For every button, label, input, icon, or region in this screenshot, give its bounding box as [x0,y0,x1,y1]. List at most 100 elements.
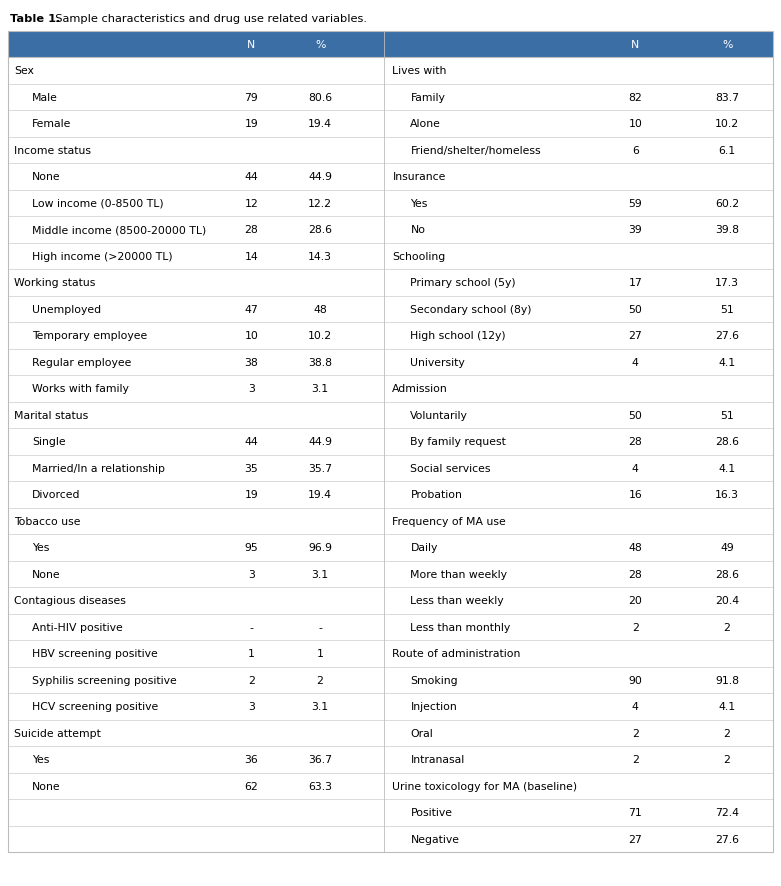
Text: Voluntarily: Voluntarily [410,410,469,420]
Bar [8,693,773,719]
Text: 44.9: 44.9 [308,172,332,182]
Text: 95: 95 [244,542,259,553]
Text: 16: 16 [629,490,642,500]
Bar [8,269,773,296]
Text: 4: 4 [632,463,639,473]
Text: 83.7: 83.7 [715,93,739,103]
Text: 1: 1 [248,649,255,658]
Text: High school (12y): High school (12y) [410,330,506,341]
Text: 3: 3 [248,569,255,579]
Text: Oral: Oral [410,728,433,738]
Text: 2: 2 [724,728,730,738]
Text: High income (>20000 TL): High income (>20000 TL) [32,252,173,261]
Text: 2: 2 [724,622,730,632]
Text: 28: 28 [629,569,642,579]
Text: 10.2: 10.2 [715,119,739,129]
Text: 16.3: 16.3 [715,490,739,500]
Text: Male: Male [32,93,58,103]
Text: Admission: Admission [392,384,448,393]
Text: 80.6: 80.6 [308,93,332,103]
Text: 38.8: 38.8 [308,357,332,368]
Text: Alone: Alone [410,119,441,129]
Text: Injection: Injection [410,702,457,711]
Text: -: - [249,622,253,632]
Text: 28: 28 [244,225,259,235]
Text: 10.2: 10.2 [308,330,332,341]
Bar [8,32,773,58]
Text: None: None [32,781,61,791]
Text: Route of administration: Route of administration [392,649,521,658]
Text: 10: 10 [629,119,642,129]
Text: 2: 2 [632,728,639,738]
Text: 28.6: 28.6 [308,225,332,235]
Text: Yes: Yes [410,198,428,208]
Text: None: None [32,569,61,579]
Bar [8,323,773,349]
Text: Yes: Yes [32,542,49,553]
Text: 96.9: 96.9 [308,542,332,553]
Text: Middle income (8500-20000 TL): Middle income (8500-20000 TL) [32,225,206,235]
Bar [8,667,773,693]
Text: 4.1: 4.1 [719,357,736,368]
Text: Tobacco use: Tobacco use [14,517,80,526]
Text: Unemployed: Unemployed [32,305,101,315]
Text: HCV screening positive: HCV screening positive [32,702,159,711]
Text: 14: 14 [244,252,259,261]
Text: 36.7: 36.7 [308,754,332,765]
Text: Primary school (5y): Primary school (5y) [410,278,516,288]
Text: 79: 79 [244,93,259,103]
Text: 39.8: 39.8 [715,225,739,235]
Text: 71: 71 [629,807,642,817]
Text: None: None [32,172,61,182]
Text: 2: 2 [316,675,323,685]
Text: 39: 39 [629,225,642,235]
Text: 62: 62 [244,781,259,791]
Text: 19: 19 [244,119,259,129]
Text: 20: 20 [629,595,642,605]
Text: 27: 27 [629,330,642,341]
Text: 28.6: 28.6 [715,437,739,447]
Text: 72.4: 72.4 [715,807,739,817]
Text: 10: 10 [244,330,259,341]
Text: Yes: Yes [32,754,49,765]
Text: Probation: Probation [410,490,462,500]
Text: 3: 3 [248,384,255,393]
Text: 14.3: 14.3 [308,252,332,261]
Text: 44.9: 44.9 [308,437,332,447]
Text: %: % [722,40,733,50]
Text: Income status: Income status [14,145,91,156]
Text: 2: 2 [248,675,255,685]
Text: %: % [315,40,326,50]
Text: Works with family: Works with family [32,384,129,393]
Text: 3.1: 3.1 [312,702,329,711]
Bar [8,58,773,84]
Bar [8,746,773,773]
Bar [8,429,773,455]
Text: 6: 6 [632,145,639,156]
Text: 17.3: 17.3 [715,278,739,288]
Text: Syphilis screening positive: Syphilis screening positive [32,675,177,685]
Text: Less than monthly: Less than monthly [410,622,511,632]
Text: 4: 4 [632,357,639,368]
Text: More than weekly: More than weekly [410,569,508,579]
Text: Lives with: Lives with [392,66,447,76]
Text: N: N [631,40,640,50]
Bar [8,402,773,429]
Text: Single: Single [32,437,66,447]
Text: No: No [410,225,426,235]
Text: Marital status: Marital status [14,410,88,420]
Text: N: N [247,40,255,50]
Text: Secondary school (8y): Secondary school (8y) [410,305,532,315]
Bar [8,349,773,376]
Text: Working status: Working status [14,278,95,288]
Bar [8,641,773,667]
Text: Female: Female [32,119,71,129]
Bar [8,84,773,111]
Bar [8,481,773,508]
Text: 35.7: 35.7 [308,463,332,473]
Text: Contagious diseases: Contagious diseases [14,595,126,605]
Bar [8,534,773,561]
Text: Regular employee: Regular employee [32,357,131,368]
Text: Urine toxicology for MA (baseline): Urine toxicology for MA (baseline) [392,781,577,791]
Text: Table 1.: Table 1. [10,14,60,24]
